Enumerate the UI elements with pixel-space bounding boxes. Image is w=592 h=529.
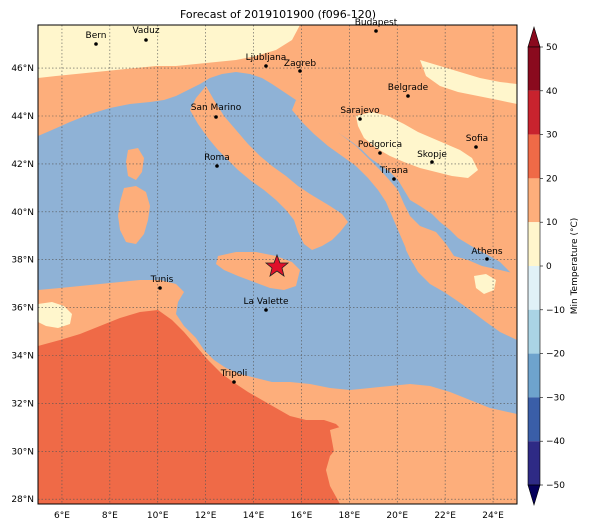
city-marker xyxy=(144,38,148,42)
colorbar-segment xyxy=(528,47,540,91)
sahara-warm xyxy=(330,418,517,504)
city-marker xyxy=(264,308,268,312)
city-marker xyxy=(430,160,434,164)
greece-land xyxy=(404,226,470,300)
colorbar-extend-bottom xyxy=(527,484,541,507)
city-label: Skopje xyxy=(417,150,447,160)
colorbar-segment xyxy=(528,266,540,310)
city-marker xyxy=(158,286,162,290)
colorbar-extend-top xyxy=(527,25,541,48)
colorbar-tick-label: 40 xyxy=(546,87,558,97)
sardinia-land xyxy=(118,186,150,244)
colorbar-label: Min Temperature (°C) xyxy=(570,218,580,315)
aegean-cool-region xyxy=(474,274,496,294)
city-label: Tirana xyxy=(379,166,408,176)
lon-tick-label: 6°E xyxy=(54,511,70,521)
figure-title: Forecast of 2019101900 (f096-120) xyxy=(180,8,376,21)
colorbar-tick-label: −50 xyxy=(546,481,565,491)
lat-tick-label: 28°N xyxy=(11,495,34,505)
city-label: Bern xyxy=(86,31,107,41)
city-marker xyxy=(474,145,478,149)
italy-land xyxy=(190,86,348,250)
colorbar: 50 40 30 20 10 0 −10 −20 −30 −40 −50 xyxy=(527,25,565,507)
colorbar-segment xyxy=(528,90,540,135)
colorbar-tick-label: 50 xyxy=(546,43,558,53)
city-marker xyxy=(392,177,396,181)
lon-tick-label: 24°E xyxy=(482,511,504,521)
city-marker xyxy=(94,42,98,46)
city-label: Athens xyxy=(471,247,502,257)
lon-tick-label: 16°E xyxy=(291,511,313,521)
colorbar-segment xyxy=(528,397,540,442)
city-label: Tunis xyxy=(150,275,174,285)
lat-tick-label: 34°N xyxy=(11,352,34,362)
city-marker xyxy=(406,94,410,98)
city-label: Ljubljana xyxy=(246,53,287,63)
city-label: Belgrade xyxy=(388,83,429,93)
lon-tick-label: 14°E xyxy=(243,511,265,521)
lon-tick-label: 8°E xyxy=(102,511,118,521)
lat-tick-label: 44°N xyxy=(11,112,34,122)
lat-tick-label: 40°N xyxy=(11,208,34,218)
africa-land-hot xyxy=(38,310,344,504)
colorbar-tick-label: −10 xyxy=(546,306,565,316)
balkans-cool-region-1 xyxy=(356,112,478,178)
colorbar-tick-label: 10 xyxy=(546,218,558,228)
colorbar-tick-label: −30 xyxy=(546,393,565,403)
lat-tick-label: 42°N xyxy=(11,160,34,170)
alps-cool-region xyxy=(38,25,300,78)
colorbar-tick-label: 0 xyxy=(546,262,552,272)
colorbar-segment xyxy=(528,134,540,179)
colorbar-tick-label: −40 xyxy=(546,437,565,447)
colorbar-tick-label: 30 xyxy=(546,131,558,141)
city-marker xyxy=(378,151,382,155)
colorbar-segment xyxy=(528,309,540,354)
city-marker xyxy=(485,257,489,261)
city-label: Roma xyxy=(204,153,230,163)
city-label: Podgorica xyxy=(358,140,402,150)
city-marker xyxy=(232,380,236,384)
colorbar-segment xyxy=(528,353,540,398)
gridlines xyxy=(38,25,517,504)
city-marker xyxy=(264,64,268,68)
lon-tick-label: 22°E xyxy=(434,511,456,521)
city-marker xyxy=(214,115,218,119)
city-marker xyxy=(374,29,378,33)
forecast-point-star xyxy=(264,253,290,277)
lon-tick-label: 12°E xyxy=(195,511,217,521)
colorbar-tick-label: 20 xyxy=(546,174,558,184)
atlas-cool-region xyxy=(38,302,72,328)
lat-tick-label: 32°N xyxy=(11,399,34,409)
corsica-land xyxy=(126,148,144,180)
city-marker xyxy=(358,117,362,121)
colorbar-segment xyxy=(528,222,540,266)
colorbar-segment xyxy=(528,178,540,223)
city-label: Sofia xyxy=(466,134,488,144)
lat-tick-label: 38°N xyxy=(11,256,34,266)
lon-tick-label: 20°E xyxy=(386,511,408,521)
city-marker xyxy=(298,69,302,73)
city-label: Vaduz xyxy=(132,26,159,36)
map-frame xyxy=(37,24,518,505)
latitude-axis: 46°N 44°N 42°N 40°N 38°N 36°N 34°N 32°N 30°N 28°N xyxy=(11,64,34,505)
city-label: Budapest xyxy=(355,18,398,28)
city-label: Tripoli xyxy=(220,369,248,379)
lat-tick-label: 46°N xyxy=(11,64,34,74)
colorbar-segment xyxy=(528,441,540,485)
city-label: Sarajevo xyxy=(340,106,380,116)
lat-tick-label: 30°N xyxy=(11,447,34,457)
city-label: La Valette xyxy=(244,297,289,307)
lat-tick-label: 36°N xyxy=(11,304,34,314)
lon-tick-label: 18°E xyxy=(339,511,361,521)
colorbar-tick-label: −20 xyxy=(546,350,565,360)
lon-tick-label: 10°E xyxy=(147,511,169,521)
city-label: Zagreb xyxy=(284,59,316,69)
city-label: San Marino xyxy=(191,103,242,113)
longitude-axis: 6°E 8°E 10°E 12°E 14°E 16°E 18°E 20°E 22°E 24°E xyxy=(54,511,504,521)
city-marker xyxy=(215,164,219,168)
